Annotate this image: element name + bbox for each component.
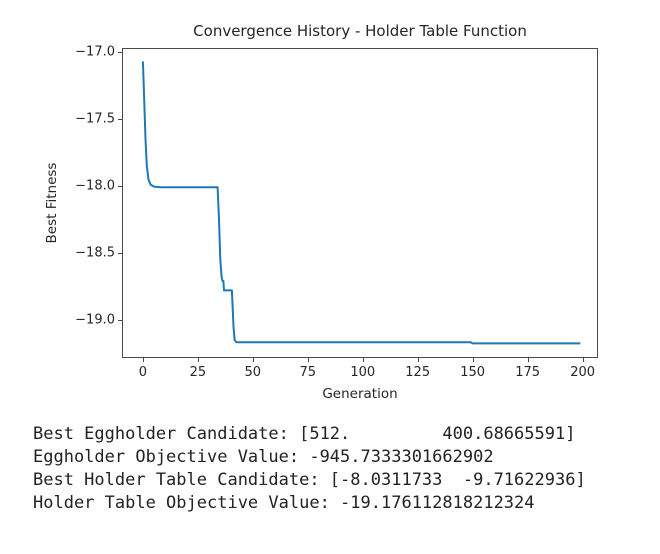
convergence-plot-figure: Convergence History - Holder Table Funct… <box>44 22 598 402</box>
x-tick-label: 175 <box>515 365 541 380</box>
console-line: Eggholder Objective Value: -945.73333016… <box>33 447 494 467</box>
console-line: Best Holder Table Candidate: [-8.0311733… <box>33 470 586 490</box>
x-tick-label: 50 <box>244 365 262 380</box>
x-tick-label: 200 <box>570 365 596 380</box>
x-tick-label: 125 <box>405 365 431 380</box>
console-line: Holder Table Objective Value: -19.176112… <box>33 493 535 513</box>
x-tick-label: 150 <box>460 365 486 380</box>
x-tick-label: 100 <box>350 365 376 380</box>
convergence-line-series <box>141 61 581 345</box>
plot-border <box>122 48 598 358</box>
x-tick-label: 0 <box>138 365 148 380</box>
tick-marks <box>118 52 584 362</box>
x-axis-label: Generation <box>322 386 398 402</box>
y-axis-label: Best Fitness <box>44 162 60 244</box>
y-tick-label: −18.0 <box>75 178 115 194</box>
console-output: Best Eggholder Candidate: [512. 400.6866… <box>33 423 586 515</box>
plot-canvas <box>118 48 598 362</box>
y-tick-label: −17.5 <box>75 111 115 127</box>
chart-title: Convergence History - Holder Table Funct… <box>193 22 527 40</box>
console-line: Best Eggholder Candidate: [512. 400.6866… <box>33 424 576 444</box>
x-tick-label: 25 <box>189 365 207 380</box>
y-tick-label: −17.0 <box>75 44 115 60</box>
y-tick-label: −18.5 <box>75 245 115 261</box>
x-tick-label: 75 <box>299 365 317 380</box>
y-tick-label: −19.0 <box>75 312 115 328</box>
